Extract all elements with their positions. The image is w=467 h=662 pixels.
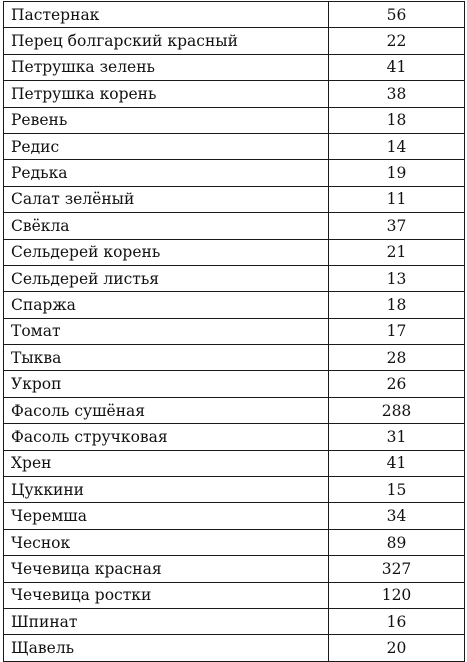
product-value-cell: 288 bbox=[328, 396, 465, 425]
table-row: Ревень 18 bbox=[3, 106, 465, 134]
product-value-cell: 120 bbox=[328, 581, 465, 609]
product-value-cell: 20 bbox=[328, 634, 465, 662]
product-value-cell: 327 bbox=[328, 555, 465, 583]
product-value-cell: 41 bbox=[328, 53, 465, 82]
table-row: Томат 17 bbox=[3, 317, 465, 346]
product-name-cell: Чечевица ростки bbox=[3, 581, 329, 609]
product-name-cell: Укроп bbox=[3, 370, 329, 398]
table-row: Фасоль сушёная 288 bbox=[3, 396, 465, 425]
product-value-cell: 41 bbox=[328, 449, 465, 478]
product-name-cell: Цуккини bbox=[3, 476, 329, 504]
product-name-cell: Свёкла bbox=[3, 212, 329, 240]
product-value-cell: 19 bbox=[328, 159, 465, 187]
product-name-cell: Петрушка зелень bbox=[3, 53, 329, 82]
table-row: Редька 19 bbox=[3, 159, 465, 187]
product-value-cell: 18 bbox=[328, 106, 465, 134]
table-row: Тыква 28 bbox=[3, 344, 465, 372]
product-value-cell: 17 bbox=[328, 317, 465, 346]
vegetable-values-table: Пастернак 56 Перец болгарский красный 22 Пет… bbox=[3, 0, 465, 662]
table-row: Шпинат 16 bbox=[3, 607, 465, 636]
product-name-cell: Спаржа bbox=[3, 291, 329, 319]
product-value-cell: 28 bbox=[328, 344, 465, 372]
product-value-cell: 37 bbox=[328, 212, 465, 240]
table-row: Черемша 34 bbox=[3, 502, 465, 530]
product-value-cell: 26 bbox=[328, 370, 465, 398]
table-row: Петрушка корень 38 bbox=[3, 80, 465, 108]
product-name-cell: Томат bbox=[3, 317, 329, 346]
product-name-cell: Хрен bbox=[3, 449, 329, 478]
product-name-cell: Шпинат bbox=[3, 607, 329, 636]
table-row: Укроп 26 bbox=[3, 370, 465, 398]
table-row: Фасоль стручковая 31 bbox=[3, 423, 465, 451]
product-value-cell: 18 bbox=[328, 291, 465, 319]
product-name-cell: Салат зелёный bbox=[3, 185, 329, 214]
product-name-cell: Сельдерей корень bbox=[3, 238, 329, 266]
product-value-cell: 11 bbox=[328, 185, 465, 214]
product-name-cell: Пастернак bbox=[3, 0, 329, 29]
table-row: Свёкла 37 bbox=[3, 212, 465, 240]
table-row: Щавель 20 bbox=[3, 634, 465, 662]
product-name-cell: Тыква bbox=[3, 344, 329, 372]
table-row: Чеснок 89 bbox=[3, 528, 465, 557]
product-name-cell: Ревень bbox=[3, 106, 329, 134]
table-row: Перец болгарский красный 22 bbox=[3, 27, 465, 55]
product-value-cell: 31 bbox=[328, 423, 465, 451]
product-value-cell: 22 bbox=[328, 27, 465, 55]
table-row: Петрушка зелень 41 bbox=[3, 53, 465, 82]
table-row: Пастернак 56 bbox=[3, 0, 465, 29]
table-row: Чечевица красная 327 bbox=[3, 555, 465, 583]
table-body: Пастернак 56 Перец болгарский красный 22 Пет… bbox=[3, 0, 465, 662]
table-row: Цуккини 15 bbox=[3, 476, 465, 504]
product-name-cell: Петрушка корень bbox=[3, 80, 329, 108]
product-name-cell: Чечевица красная bbox=[3, 555, 329, 583]
product-value-cell: 16 bbox=[328, 607, 465, 636]
product-name-cell: Сельдерей листья bbox=[3, 264, 329, 293]
product-name-cell: Перец болгарский красный bbox=[3, 27, 329, 55]
product-name-cell: Редька bbox=[3, 159, 329, 187]
table-row: Хрен 41 bbox=[3, 449, 465, 478]
product-value-cell: 38 bbox=[328, 80, 465, 108]
table-row: Редис 14 bbox=[3, 132, 465, 161]
product-value-cell: 56 bbox=[328, 0, 465, 29]
product-name-cell: Редис bbox=[3, 132, 329, 161]
table-row: Сельдерей корень 21 bbox=[3, 238, 465, 266]
table-row: Сельдерей листья 13 bbox=[3, 264, 465, 293]
product-value-cell: 89 bbox=[328, 528, 465, 557]
product-name-cell: Чеснок bbox=[3, 528, 329, 557]
product-name-cell: Черемша bbox=[3, 502, 329, 530]
product-value-cell: 15 bbox=[328, 476, 465, 504]
table-row: Чечевица ростки 120 bbox=[3, 581, 465, 609]
product-value-cell: 34 bbox=[328, 502, 465, 530]
table-row: Салат зелёный 11 bbox=[3, 185, 465, 214]
product-name-cell: Щавель bbox=[3, 634, 329, 662]
product-name-cell: Фасоль сушёная bbox=[3, 396, 329, 425]
product-name-cell: Фасоль стручковая bbox=[3, 423, 329, 451]
product-value-cell: 13 bbox=[328, 264, 465, 293]
product-value-cell: 14 bbox=[328, 132, 465, 161]
table-row: Спаржа 18 bbox=[3, 291, 465, 319]
product-value-cell: 21 bbox=[328, 238, 465, 266]
